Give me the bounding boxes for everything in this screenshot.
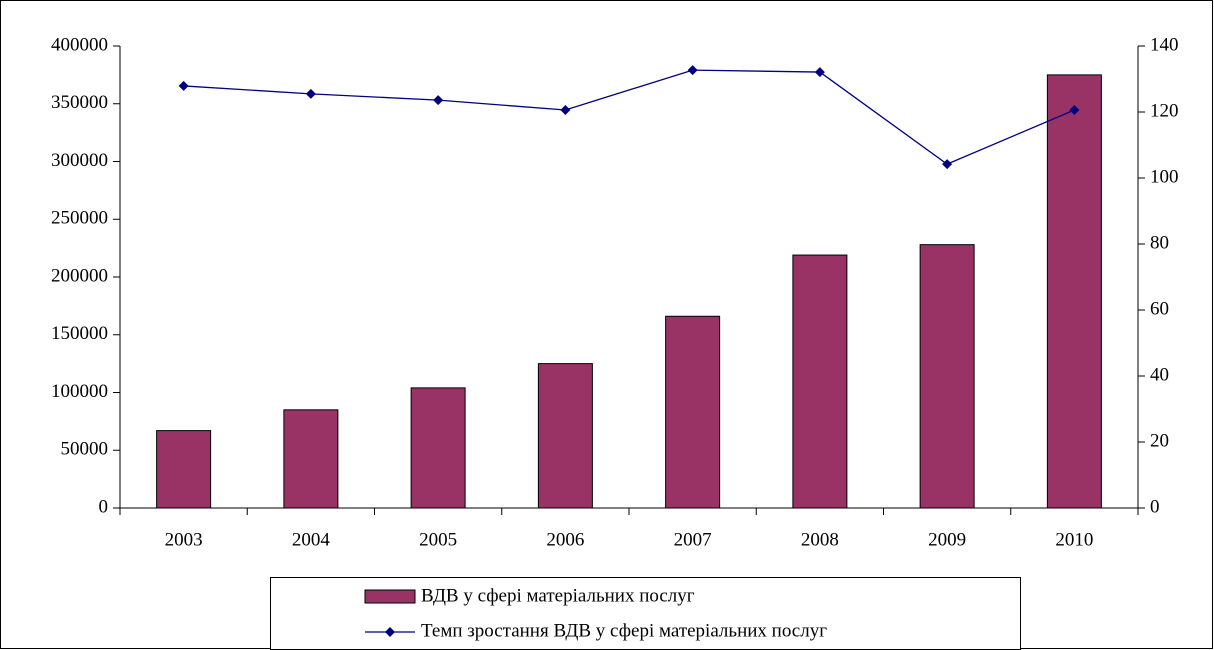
y2-tick-label: 80: [1150, 232, 1169, 253]
legend-label: ВДВ у сфері матеріальних послуг: [421, 585, 695, 606]
y2-tick-label: 120: [1150, 100, 1179, 121]
bar: [665, 315, 721, 509]
x-tick-label: 2006: [546, 529, 584, 550]
y2-tick-label: 0: [1150, 496, 1160, 517]
y-tick-label: 250000: [51, 208, 108, 229]
y-tick-label: 100000: [51, 381, 108, 402]
bar: [283, 409, 339, 509]
x-tick-label: 2007: [674, 529, 712, 550]
y2-tick-label: 60: [1150, 298, 1169, 319]
y-tick-label: 400000: [51, 34, 108, 55]
bar: [156, 430, 212, 509]
line-marker: [814, 67, 825, 78]
y2-tick-label: 40: [1150, 364, 1169, 385]
x-tick-label: 2003: [165, 529, 203, 550]
y2-tick-label: 20: [1150, 430, 1169, 451]
line-marker: [178, 80, 189, 91]
x-tick-label: 2009: [928, 529, 966, 550]
line-marker: [433, 95, 444, 106]
bar: [410, 387, 466, 509]
line-marker: [305, 88, 316, 99]
bar: [537, 363, 593, 509]
y-tick-label: 0: [99, 496, 109, 517]
y2-tick-label: 100: [1150, 166, 1179, 187]
y-tick-label: 300000: [51, 150, 108, 171]
x-tick-label: 2005: [419, 529, 457, 550]
line-series: [183, 69, 1075, 165]
legend-marker: [385, 627, 395, 637]
bar: [919, 244, 975, 509]
x-tick-label: 2004: [292, 529, 331, 550]
legend-label: Темп зростання ВДВ у сфері матеріальних …: [421, 620, 827, 641]
y-tick-label: 50000: [61, 439, 109, 460]
y2-tick-label: 140: [1150, 34, 1179, 55]
bar: [792, 254, 848, 509]
line-marker: [942, 159, 953, 170]
x-tick-label: 2008: [801, 529, 839, 550]
y-tick-label: 350000: [51, 92, 108, 113]
y-tick-label: 200000: [51, 265, 108, 286]
x-tick-label: 2010: [1055, 529, 1093, 550]
line-marker: [1069, 105, 1080, 116]
legend-swatch: [364, 589, 416, 604]
line-marker: [560, 105, 571, 116]
y-tick-label: 150000: [51, 323, 108, 344]
line-marker: [687, 65, 698, 76]
bar: [1046, 74, 1102, 509]
